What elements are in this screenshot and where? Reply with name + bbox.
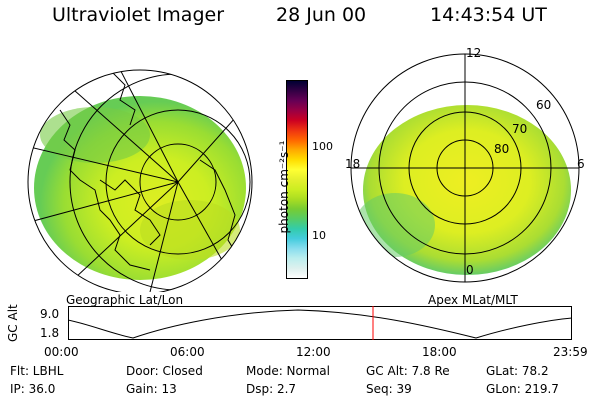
time-tick-3: 18:00: [422, 345, 457, 359]
geographic-aurora-map: [27, 69, 253, 292]
gc-alt-info: GC Alt: 7.8 Re: [366, 364, 450, 378]
apex-aurora-map: [350, 53, 580, 283]
ip-info: IP: 36.0: [10, 382, 56, 396]
time-tick-2: 12:00: [296, 345, 331, 359]
mlat-label-60: 60: [536, 98, 552, 112]
altitude-ytick-9: 9.0: [40, 307, 60, 321]
apex-caption: Apex MLat/MLT: [428, 293, 518, 307]
altitude-ytick-1-8: 1.8: [40, 326, 60, 340]
altitude-curve: [68, 309, 572, 339]
altitude-ylabel: GC Alt: [6, 304, 20, 342]
glon-info: GLon: 219.7: [486, 382, 559, 396]
glat-info: GLat: 78.2: [486, 364, 549, 378]
mlt-label-12: 12: [466, 46, 482, 60]
colorbar: [286, 80, 308, 279]
image-time: 14:43:54 UT: [430, 4, 547, 26]
mlt-label-18: 18: [345, 157, 361, 171]
time-tick-0: 00:00: [44, 345, 79, 359]
time-tick-4: 23:59: [553, 345, 588, 359]
seq-info: Seq: 39: [366, 382, 412, 396]
colorbar-tick-10: 10: [312, 229, 326, 242]
image-date: 28 Jun 00: [276, 4, 367, 26]
door-info: Door: Closed: [126, 364, 203, 378]
instrument-title: Ultraviolet Imager: [52, 4, 225, 26]
dsp-info: Dsp: 2.7: [246, 382, 297, 396]
colorbar-units-label: photon cm⁻²s⁻¹: [277, 140, 291, 234]
mlt-label-6: 6: [577, 157, 585, 171]
mlat-label-80: 80: [494, 142, 510, 156]
mlt-label-0: 0: [466, 263, 474, 277]
altitude-plot: [68, 306, 572, 340]
filter-info: Flt: LBHL: [10, 364, 64, 378]
time-tick-1: 06:00: [170, 345, 205, 359]
gain-info: Gain: 13: [126, 382, 177, 396]
mode-info: Mode: Normal: [246, 364, 330, 378]
mlat-label-70: 70: [512, 122, 528, 136]
geographic-caption: Geographic Lat/Lon: [66, 293, 184, 307]
colorbar-tick-100: 100: [312, 140, 333, 153]
